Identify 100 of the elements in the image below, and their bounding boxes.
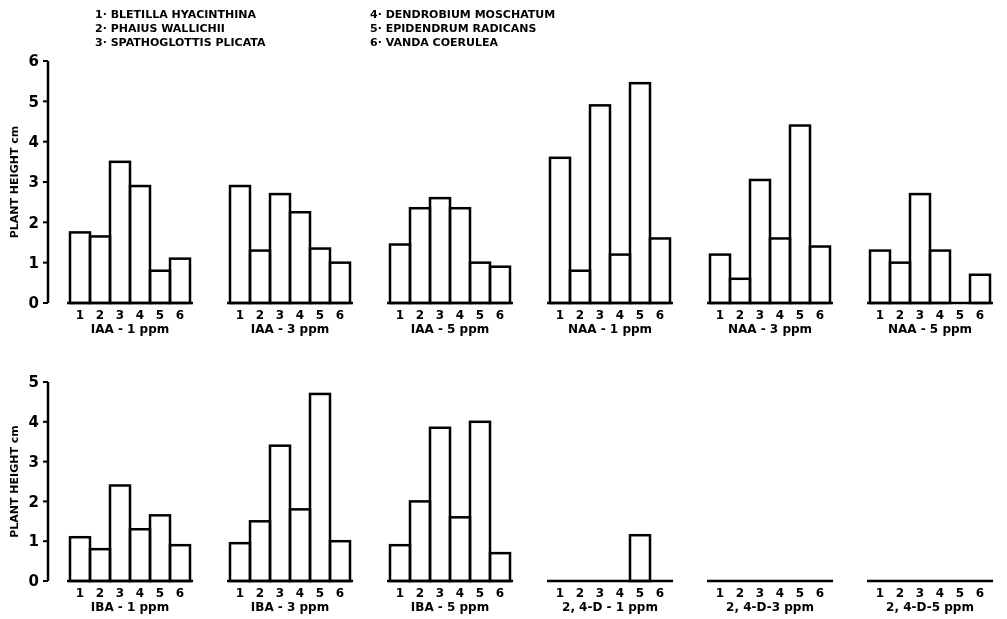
x-tick-label: 3: [755, 586, 765, 600]
x-tick-label: 1: [875, 586, 885, 600]
text: 6· VANDA COERULEA: [370, 36, 499, 49]
x-tick-label: 4: [775, 308, 785, 322]
x-tick-label: 5: [155, 308, 165, 322]
x-tick-label: 1: [715, 586, 725, 600]
x-tick-label: 2: [735, 308, 745, 322]
x-tick-label: 5: [795, 308, 805, 322]
x-tick-label: 5: [315, 308, 325, 322]
x-tick-label: 4: [455, 586, 465, 600]
x-axis-title: IAA - 3 ppm: [250, 322, 330, 336]
x-tick-label: 2: [735, 586, 745, 600]
y-tick-label: 2: [28, 213, 39, 232]
x-tick-label: 3: [115, 586, 125, 600]
text: 2· PHAIUS WALLICHII: [95, 22, 225, 35]
y-tick-label: 6: [28, 52, 39, 71]
x-tick-label: 3: [115, 308, 125, 322]
x-tick-label: 5: [635, 586, 645, 600]
x-tick-label: 5: [955, 308, 965, 322]
x-axis-title: IBA - 1 ppm: [90, 600, 170, 614]
x-axis-title: IAA - 1 ppm: [90, 322, 170, 336]
x-tick-label: 1: [875, 308, 885, 322]
x-tick-label: 6: [815, 586, 825, 600]
y-tick-label: 5: [28, 373, 39, 392]
x-tick-label: 4: [295, 308, 305, 322]
x-tick-label: 1: [235, 586, 245, 600]
x-axis-title: NAA - 3 ppm: [727, 322, 813, 336]
x-tick-label: 5: [635, 308, 645, 322]
y-tick-label: 0: [28, 572, 39, 591]
x-tick-label: 3: [595, 586, 605, 600]
y-axis-title: PLANT HEIGHT cm: [8, 125, 21, 239]
y-tick-label: 2: [28, 492, 39, 511]
x-axis-title: IBA - 5 ppm: [410, 600, 490, 614]
x-tick-label: 2: [575, 586, 585, 600]
x-tick-label: 1: [555, 586, 565, 600]
x-tick-label: 2: [895, 308, 905, 322]
x-tick-label: 3: [755, 308, 765, 322]
x-tick-label: 6: [495, 586, 505, 600]
text: 3· SPATHOGLOTTIS PLICATA: [95, 36, 266, 49]
y-tick-label: 5: [28, 92, 39, 111]
x-tick-label: 6: [335, 308, 345, 322]
x-tick-label: 1: [75, 308, 85, 322]
x-tick-label: 6: [175, 586, 185, 600]
x-tick-label: 5: [955, 586, 965, 600]
x-tick-label: 5: [475, 308, 485, 322]
x-tick-label: 1: [235, 308, 245, 322]
y-tick-label: 1: [28, 532, 39, 551]
x-tick-label: 4: [135, 586, 145, 600]
x-axis-title: 2, 4-D-5 ppm: [886, 600, 974, 614]
x-tick-label: 5: [315, 586, 325, 600]
y-tick-label: 1: [28, 253, 39, 272]
x-tick-label: 2: [95, 586, 105, 600]
x-tick-label: 3: [595, 308, 605, 322]
x-tick-label: 3: [275, 586, 285, 600]
x-tick-label: 4: [615, 586, 625, 600]
x-axis-title: NAA - 5 ppm: [887, 322, 973, 336]
x-tick-label: 6: [815, 308, 825, 322]
y-tick-label: 4: [28, 132, 39, 151]
x-tick-label: 4: [615, 308, 625, 322]
x-tick-label: 3: [435, 586, 445, 600]
x-tick-label: 6: [655, 308, 665, 322]
x-tick-label: 4: [135, 308, 145, 322]
x-tick-label: 4: [935, 586, 945, 600]
x-tick-label: 3: [915, 586, 925, 600]
x-tick-label: 5: [795, 586, 805, 600]
x-tick-label: 1: [715, 308, 725, 322]
x-tick-label: 4: [455, 308, 465, 322]
x-tick-label: 1: [395, 586, 405, 600]
x-tick-label: 2: [255, 308, 265, 322]
x-tick-label: 6: [495, 308, 505, 322]
x-tick-label: 2: [415, 308, 425, 322]
x-tick-label: 1: [395, 308, 405, 322]
x-axis-title: 2, 4-D-3 ppm: [726, 600, 814, 614]
x-axis-title: NAA - 1 ppm: [567, 322, 653, 336]
x-tick-label: 2: [575, 308, 585, 322]
x-tick-label: 5: [475, 586, 485, 600]
x-axis-title: IBA - 3 ppm: [250, 600, 330, 614]
x-tick-label: 2: [95, 308, 105, 322]
x-tick-label: 4: [775, 586, 785, 600]
x-tick-label: 1: [555, 308, 565, 322]
x-tick-label: 5: [155, 586, 165, 600]
text: 1· BLETILLA HYACINTHINA: [95, 8, 257, 21]
y-tick-label: 0: [28, 294, 39, 313]
x-tick-label: 6: [335, 586, 345, 600]
x-tick-label: 1: [75, 586, 85, 600]
x-tick-label: 6: [975, 586, 985, 600]
x-tick-label: 4: [295, 586, 305, 600]
text: 5· EPIDENDRUM RADICANS: [370, 22, 537, 35]
x-tick-label: 4: [935, 308, 945, 322]
y-axis-title: PLANT HEIGHT cm: [8, 425, 21, 538]
x-tick-label: 2: [895, 586, 905, 600]
x-axis-title: IAA - 5 ppm: [410, 322, 490, 336]
text: 4· DENDROBIUM MOSCHATUM: [370, 8, 556, 21]
x-tick-label: 2: [255, 586, 265, 600]
x-tick-label: 3: [915, 308, 925, 322]
y-tick-label: 3: [28, 452, 39, 471]
x-axis-title: 2, 4-D - 1 ppm: [562, 600, 658, 614]
x-tick-label: 6: [975, 308, 985, 322]
x-tick-label: 6: [655, 586, 665, 600]
x-tick-label: 2: [415, 586, 425, 600]
